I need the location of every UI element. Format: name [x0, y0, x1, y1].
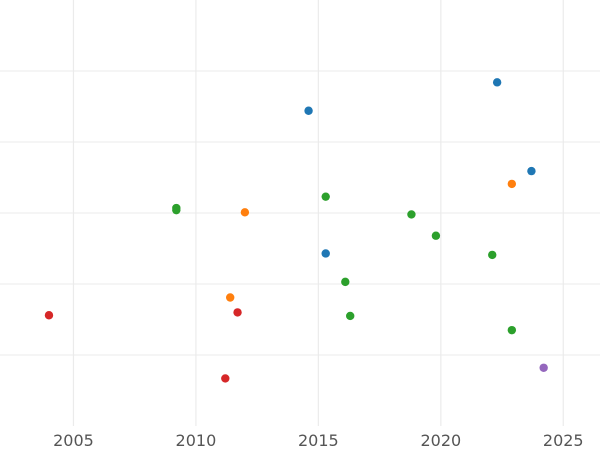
data-point-s0-1	[492, 78, 502, 87]
data-point-s3-0	[44, 311, 54, 320]
data-point-s2-7	[346, 311, 355, 321]
data-point-s1-1	[507, 179, 517, 189]
grid-layer	[0, 0, 600, 426]
x-tick-label-1: 2010	[176, 431, 217, 450]
data-point-s1-2	[226, 293, 235, 302]
data-point-s2-2	[321, 192, 330, 201]
x-tick-label-0: 2005	[53, 431, 94, 450]
x-tick-label-4: 2025	[543, 431, 584, 450]
data-point-s0-0	[304, 106, 313, 115]
data-point-s0-2	[527, 166, 536, 176]
data-point-s2-1	[172, 205, 181, 215]
data-point-s2-8	[507, 325, 517, 335]
data-point-s3-1	[233, 308, 242, 317]
points-layer	[44, 78, 548, 383]
data-point-s0-3	[321, 249, 330, 258]
x-tick-label-3: 2020	[420, 431, 461, 450]
data-point-s2-4	[431, 231, 441, 240]
data-point-s2-3	[407, 210, 416, 219]
data-point-s3-2	[221, 374, 230, 383]
x-tick-labels: 2005 2010 2015 2020 2025	[53, 431, 584, 450]
data-point-s2-5	[488, 250, 497, 260]
data-point-s2-6	[341, 277, 350, 287]
data-point-s4-0	[539, 363, 548, 372]
x-tick-label-2: 2015	[298, 431, 339, 450]
data-point-s1-0	[240, 208, 250, 217]
